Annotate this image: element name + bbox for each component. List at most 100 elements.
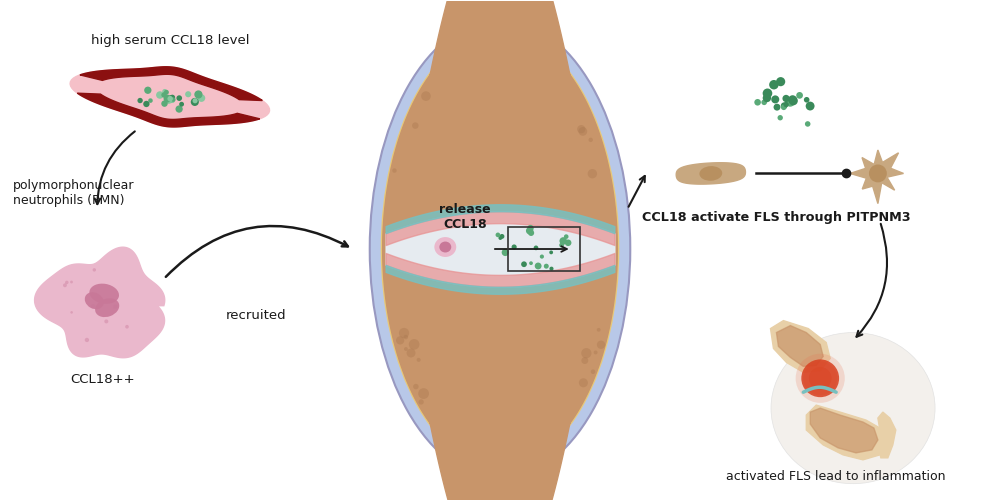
Circle shape (171, 97, 176, 102)
Polygon shape (776, 326, 823, 366)
Circle shape (796, 92, 803, 99)
Circle shape (413, 384, 419, 389)
Circle shape (418, 388, 429, 399)
Circle shape (170, 95, 175, 100)
Circle shape (594, 351, 598, 354)
Text: CCL18 activate FLS through PITPNM3: CCL18 activate FLS through PITPNM3 (642, 211, 911, 224)
Circle shape (581, 357, 588, 364)
Circle shape (392, 168, 397, 173)
Circle shape (165, 96, 173, 104)
Polygon shape (810, 408, 878, 453)
Text: recruited: recruited (226, 309, 287, 322)
Circle shape (754, 99, 761, 106)
Circle shape (528, 230, 534, 236)
Polygon shape (383, 247, 617, 501)
Circle shape (559, 237, 567, 244)
Circle shape (761, 100, 767, 105)
Circle shape (781, 102, 788, 109)
Circle shape (167, 96, 173, 102)
Circle shape (113, 305, 117, 309)
Ellipse shape (869, 164, 887, 182)
Polygon shape (878, 412, 896, 458)
Circle shape (404, 335, 408, 339)
Circle shape (198, 94, 205, 102)
Circle shape (535, 263, 542, 270)
Circle shape (788, 95, 797, 104)
Circle shape (396, 336, 404, 345)
Circle shape (407, 349, 416, 358)
Circle shape (578, 127, 587, 136)
Circle shape (162, 89, 167, 94)
Circle shape (93, 268, 96, 272)
Circle shape (193, 98, 198, 103)
Circle shape (806, 102, 815, 111)
Polygon shape (806, 405, 886, 460)
Circle shape (763, 94, 771, 102)
Circle shape (65, 281, 69, 284)
Ellipse shape (439, 241, 451, 253)
Circle shape (534, 245, 538, 250)
Circle shape (191, 98, 199, 106)
Circle shape (175, 105, 183, 113)
Circle shape (763, 89, 772, 98)
Circle shape (63, 284, 67, 287)
Circle shape (404, 347, 408, 351)
Circle shape (771, 95, 779, 103)
Circle shape (521, 262, 527, 267)
Circle shape (581, 348, 591, 358)
Circle shape (161, 92, 167, 98)
Circle shape (446, 248, 452, 254)
Circle shape (776, 77, 785, 86)
Circle shape (789, 96, 798, 105)
Circle shape (785, 97, 795, 107)
Circle shape (781, 105, 787, 110)
Text: activated FLS lead to inflammation: activated FLS lead to inflammation (726, 470, 946, 483)
Circle shape (104, 319, 108, 324)
Circle shape (164, 90, 169, 95)
Circle shape (156, 91, 164, 99)
Circle shape (778, 115, 783, 120)
Circle shape (70, 311, 73, 314)
Circle shape (512, 244, 517, 249)
Circle shape (194, 90, 203, 99)
Circle shape (782, 95, 790, 102)
Circle shape (164, 95, 171, 103)
Circle shape (170, 98, 175, 103)
Circle shape (144, 87, 151, 94)
Ellipse shape (85, 292, 104, 309)
Circle shape (143, 101, 150, 107)
Polygon shape (383, 0, 617, 251)
Polygon shape (80, 67, 262, 101)
Circle shape (421, 91, 431, 101)
Circle shape (577, 125, 585, 133)
Ellipse shape (771, 333, 935, 483)
Circle shape (399, 328, 409, 338)
Circle shape (161, 100, 168, 107)
Circle shape (805, 121, 810, 127)
Polygon shape (850, 150, 903, 203)
Ellipse shape (809, 367, 832, 390)
Ellipse shape (434, 237, 456, 257)
Circle shape (769, 80, 779, 90)
Circle shape (137, 98, 143, 103)
Polygon shape (77, 93, 260, 127)
Ellipse shape (370, 20, 630, 479)
Circle shape (549, 267, 554, 271)
Circle shape (783, 102, 789, 107)
Circle shape (774, 104, 780, 111)
Circle shape (85, 338, 89, 342)
Polygon shape (35, 247, 165, 358)
Circle shape (526, 227, 533, 234)
Circle shape (804, 97, 809, 103)
Circle shape (439, 238, 445, 244)
Circle shape (559, 243, 564, 247)
Text: high serum CCL18 level: high serum CCL18 level (91, 34, 249, 47)
Circle shape (549, 250, 553, 255)
Circle shape (527, 225, 534, 231)
Ellipse shape (801, 359, 839, 397)
Ellipse shape (89, 284, 119, 304)
Circle shape (591, 369, 595, 374)
Circle shape (544, 264, 549, 269)
Text: CCL18++: CCL18++ (70, 373, 135, 386)
Circle shape (419, 399, 424, 405)
